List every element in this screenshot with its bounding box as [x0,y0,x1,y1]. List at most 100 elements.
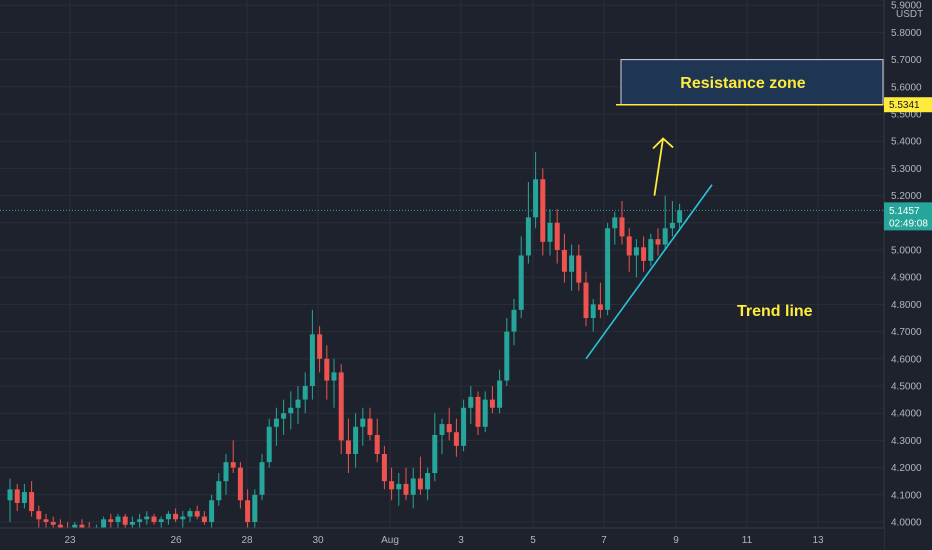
candle-body [446,424,452,433]
y-tick-label: 4.2000 [891,463,922,474]
candle [569,244,575,291]
grid [0,0,884,528]
candle [151,513,157,525]
candle-body [331,372,337,381]
candle [115,513,121,531]
y-tick-label: 5.0000 [891,246,922,257]
candle-body [489,399,495,408]
candle [29,481,35,517]
trend-line-label: Trend line [737,303,813,320]
candle-body [482,399,488,427]
candle-body [194,511,200,517]
candle [504,318,510,386]
candle [489,386,495,414]
candle-body [115,516,121,522]
candle [633,239,639,278]
candle-body [302,386,308,400]
x-axis: 123262830Aug35791113 [64,535,824,546]
up-arrow-icon [652,137,674,196]
candle-body [648,239,654,261]
y-tick-label: 5.3000 [891,164,922,175]
y-tick-label: 4.1000 [891,490,922,501]
candle [425,467,431,501]
candle [446,407,452,441]
candle [43,513,49,531]
candle [180,511,186,528]
x-tick-label: 13 [812,535,824,546]
y-tick-label: 4.8000 [891,300,922,311]
candle-body [29,492,35,512]
candle-body [619,217,625,237]
candle-body [295,399,301,408]
candle-body [21,492,27,503]
candle [216,473,222,506]
candle-body [353,426,359,454]
candle-body [187,511,193,517]
candle-body [396,483,402,490]
candle [353,413,359,468]
candle [331,358,337,408]
candle-body [525,217,531,256]
candle [374,418,380,463]
candle-body [122,516,128,525]
candle-body [108,519,114,522]
x-tick-label: 3 [458,535,464,546]
candle [525,182,531,264]
candle-body [7,489,13,501]
candle-body [367,418,373,435]
x-tick-label: 30 [312,535,324,546]
candle-body [216,481,222,501]
candle [403,467,409,501]
candle [453,418,459,457]
candle-body [273,418,279,427]
candle-body [338,372,344,441]
candle [677,203,683,231]
candle-body [72,524,78,531]
candle-body [576,255,582,283]
candle-body [669,222,675,229]
candle-body [223,462,229,482]
svg-text:5.1457: 5.1457 [889,206,920,217]
candle [273,407,279,446]
candle [655,228,661,256]
y-tick-label: 5.5000 [891,110,922,121]
candle-body [561,250,567,272]
resistance-price-badge: 5.5341 [884,97,932,113]
y-tick-label: 5.2000 [891,191,922,202]
candle [209,494,215,528]
candle [187,508,193,522]
candle-body [237,467,243,501]
candle [252,489,258,528]
candle-body [14,489,20,503]
candle [590,298,596,332]
candle-body [209,500,215,522]
candle [468,386,474,425]
candle-body [230,462,236,468]
candle [461,399,467,452]
y-tick-label: 5.9000 [891,1,922,12]
candle [345,418,351,474]
y-tick-label: 5.8000 [891,28,922,39]
candle [626,228,632,272]
candle-body [461,407,467,446]
x-tick-label: 23 [64,535,76,546]
candle [288,391,294,430]
candle-body [641,247,647,261]
candle-body [317,334,323,359]
candle [662,195,668,250]
unit-label: USDT [896,9,923,20]
candle-body [266,426,272,463]
candle-body [79,524,85,528]
candle-body [583,282,589,318]
candle [14,483,20,512]
candle-body [475,396,481,427]
candle-body [554,222,560,250]
candle-body [417,478,423,490]
candle-body [453,432,459,446]
candle [259,454,265,501]
candle-body [374,434,380,454]
svg-text:5.5341: 5.5341 [889,100,920,111]
arrow-head [652,137,674,150]
current-price-badge: 5.1457 02:49:08 [884,202,932,231]
